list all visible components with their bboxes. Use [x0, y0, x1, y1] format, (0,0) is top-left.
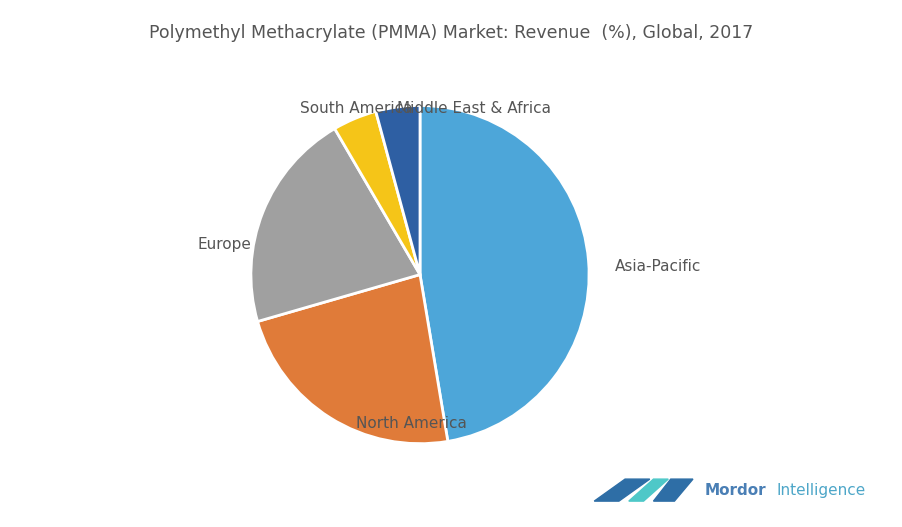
Wedge shape: [335, 111, 420, 275]
Text: South America: South America: [299, 101, 412, 116]
Polygon shape: [653, 479, 693, 501]
Wedge shape: [420, 105, 589, 441]
Text: North America: North America: [356, 416, 467, 431]
Text: Europe: Europe: [197, 237, 251, 252]
Wedge shape: [376, 105, 420, 275]
Polygon shape: [629, 479, 668, 501]
Polygon shape: [594, 479, 649, 501]
Text: Middle East & Africa: Middle East & Africa: [397, 101, 551, 116]
Text: Intelligence: Intelligence: [776, 483, 865, 497]
Text: Mordor: Mordor: [704, 483, 767, 497]
Text: Asia-Pacific: Asia-Pacific: [614, 259, 701, 274]
Wedge shape: [251, 129, 420, 321]
Wedge shape: [258, 275, 447, 444]
Text: Polymethyl Methacrylate (PMMA) Market: Revenue  (%), Global, 2017: Polymethyl Methacrylate (PMMA) Market: R…: [149, 24, 753, 42]
